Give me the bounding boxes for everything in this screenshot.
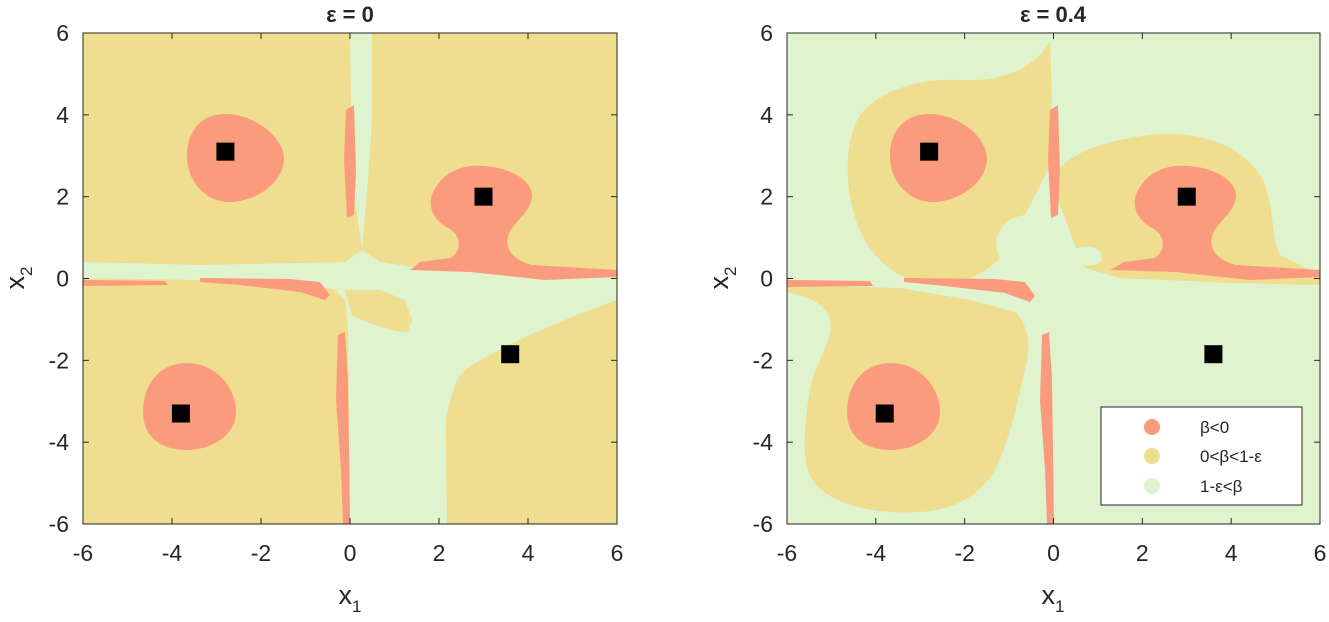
legend-swatch-beta-mid bbox=[1144, 448, 1160, 464]
y-tick-label: -4 bbox=[49, 429, 70, 455]
x-tick-label: -2 bbox=[251, 540, 271, 566]
y-tick-label: -2 bbox=[49, 347, 69, 373]
region-neg-left-strip bbox=[83, 280, 168, 286]
y-tick-label: 0 bbox=[760, 266, 773, 292]
square-marker bbox=[216, 142, 235, 161]
legend-label-beta-high: 1-ε<β bbox=[1200, 477, 1243, 496]
region-neg-vertical-lower bbox=[1040, 332, 1054, 524]
ylabel-left: x2 bbox=[0, 267, 36, 290]
legend-label-beta-neg: β<0 bbox=[1200, 418, 1229, 437]
legend-swatch-beta-neg bbox=[1144, 419, 1160, 435]
region-neg-upper-right bbox=[410, 165, 617, 280]
y-tick-label: -4 bbox=[753, 429, 774, 455]
region-mid-tongue bbox=[345, 290, 412, 332]
x-tick-label: 4 bbox=[522, 540, 535, 566]
legend-box bbox=[1100, 406, 1303, 506]
square-marker bbox=[1204, 345, 1223, 364]
panel-left: -6 -4 -2 0 2 4 6 -6 -4 -2 0 2 4 6 ε = 0 x1 x2 bbox=[0, 2, 623, 616]
region-neg-center-strip bbox=[904, 278, 1035, 302]
region-neg-center-strip bbox=[200, 278, 330, 300]
title-right: ε = 0.4 bbox=[1020, 2, 1087, 27]
region-high-left-strip bbox=[83, 266, 345, 290]
region-map-right bbox=[787, 33, 1320, 524]
y-tick-label: 4 bbox=[56, 102, 69, 128]
square-marker bbox=[474, 187, 493, 206]
region-neg-upper-left bbox=[889, 114, 988, 203]
x-tick-label: 2 bbox=[433, 540, 446, 566]
y-tick-label: 2 bbox=[56, 184, 69, 210]
square-marker bbox=[501, 345, 520, 364]
x-tick-label: -4 bbox=[866, 540, 887, 566]
square-marker bbox=[920, 142, 939, 161]
region-high-center bbox=[345, 270, 447, 524]
region-high-upper-right-hole bbox=[1070, 246, 1103, 266]
region-neg-left-strip bbox=[787, 280, 873, 287]
x-tick-label: 2 bbox=[1136, 540, 1149, 566]
x-tick-label: -4 bbox=[162, 540, 183, 566]
square-marker bbox=[171, 404, 190, 423]
y-tick-label: -6 bbox=[49, 511, 69, 537]
y-tick-label: 6 bbox=[760, 20, 773, 46]
region-map-left bbox=[83, 33, 617, 524]
ylabel-right: x2 bbox=[704, 267, 740, 290]
y-tick-label: 6 bbox=[56, 20, 69, 46]
legend-label-beta-mid: 0<β<1-ε bbox=[1200, 447, 1262, 466]
y-tick-label: 4 bbox=[760, 102, 773, 128]
square-marker bbox=[875, 404, 894, 423]
xlabel-left: x1 bbox=[339, 580, 362, 616]
x-tick-label: 0 bbox=[344, 540, 357, 566]
y-tick-label: 0 bbox=[56, 266, 69, 292]
x-tick-label: 6 bbox=[611, 540, 624, 566]
xlabel-right: x1 bbox=[1042, 580, 1065, 616]
tick-group-left: -6 -4 -2 0 2 4 6 -6 -4 -2 0 2 4 6 bbox=[49, 20, 624, 566]
x-tick-label: 6 bbox=[1314, 540, 1327, 566]
tick-group-right: -6 -4 -2 0 2 4 6 -6 -4 -2 0 2 4 6 bbox=[753, 20, 1327, 566]
x-tick-label: -2 bbox=[954, 540, 974, 566]
x-tick-label: 4 bbox=[1225, 540, 1238, 566]
marker-group-left bbox=[171, 142, 520, 423]
region-neg-vertical-lower bbox=[336, 332, 350, 524]
panel-right: -6 -4 -2 0 2 4 6 -6 -4 -2 0 2 4 6 ε = 0.4 x1 x2 β<0 0… bbox=[704, 2, 1326, 616]
y-tick-label: -2 bbox=[753, 347, 773, 373]
legend-swatch-beta-high bbox=[1144, 478, 1160, 494]
marker-group-right bbox=[875, 142, 1223, 423]
y-tick-label: -6 bbox=[753, 511, 773, 537]
region-neg-vertical-upper bbox=[1048, 105, 1060, 218]
region-neg-upper-left bbox=[186, 114, 285, 203]
x-tick-label: -6 bbox=[73, 540, 93, 566]
square-marker bbox=[1177, 187, 1196, 206]
region-neg-upper-right bbox=[1110, 165, 1320, 280]
y-tick-label: 2 bbox=[760, 184, 773, 210]
x-tick-label: -6 bbox=[777, 540, 797, 566]
title-left: ε = 0 bbox=[326, 2, 374, 27]
region-neg-vertical-upper bbox=[344, 105, 356, 218]
legend: β<0 0<β<1-ε 1-ε<β bbox=[1100, 406, 1303, 506]
x-tick-label: 0 bbox=[1047, 540, 1060, 566]
